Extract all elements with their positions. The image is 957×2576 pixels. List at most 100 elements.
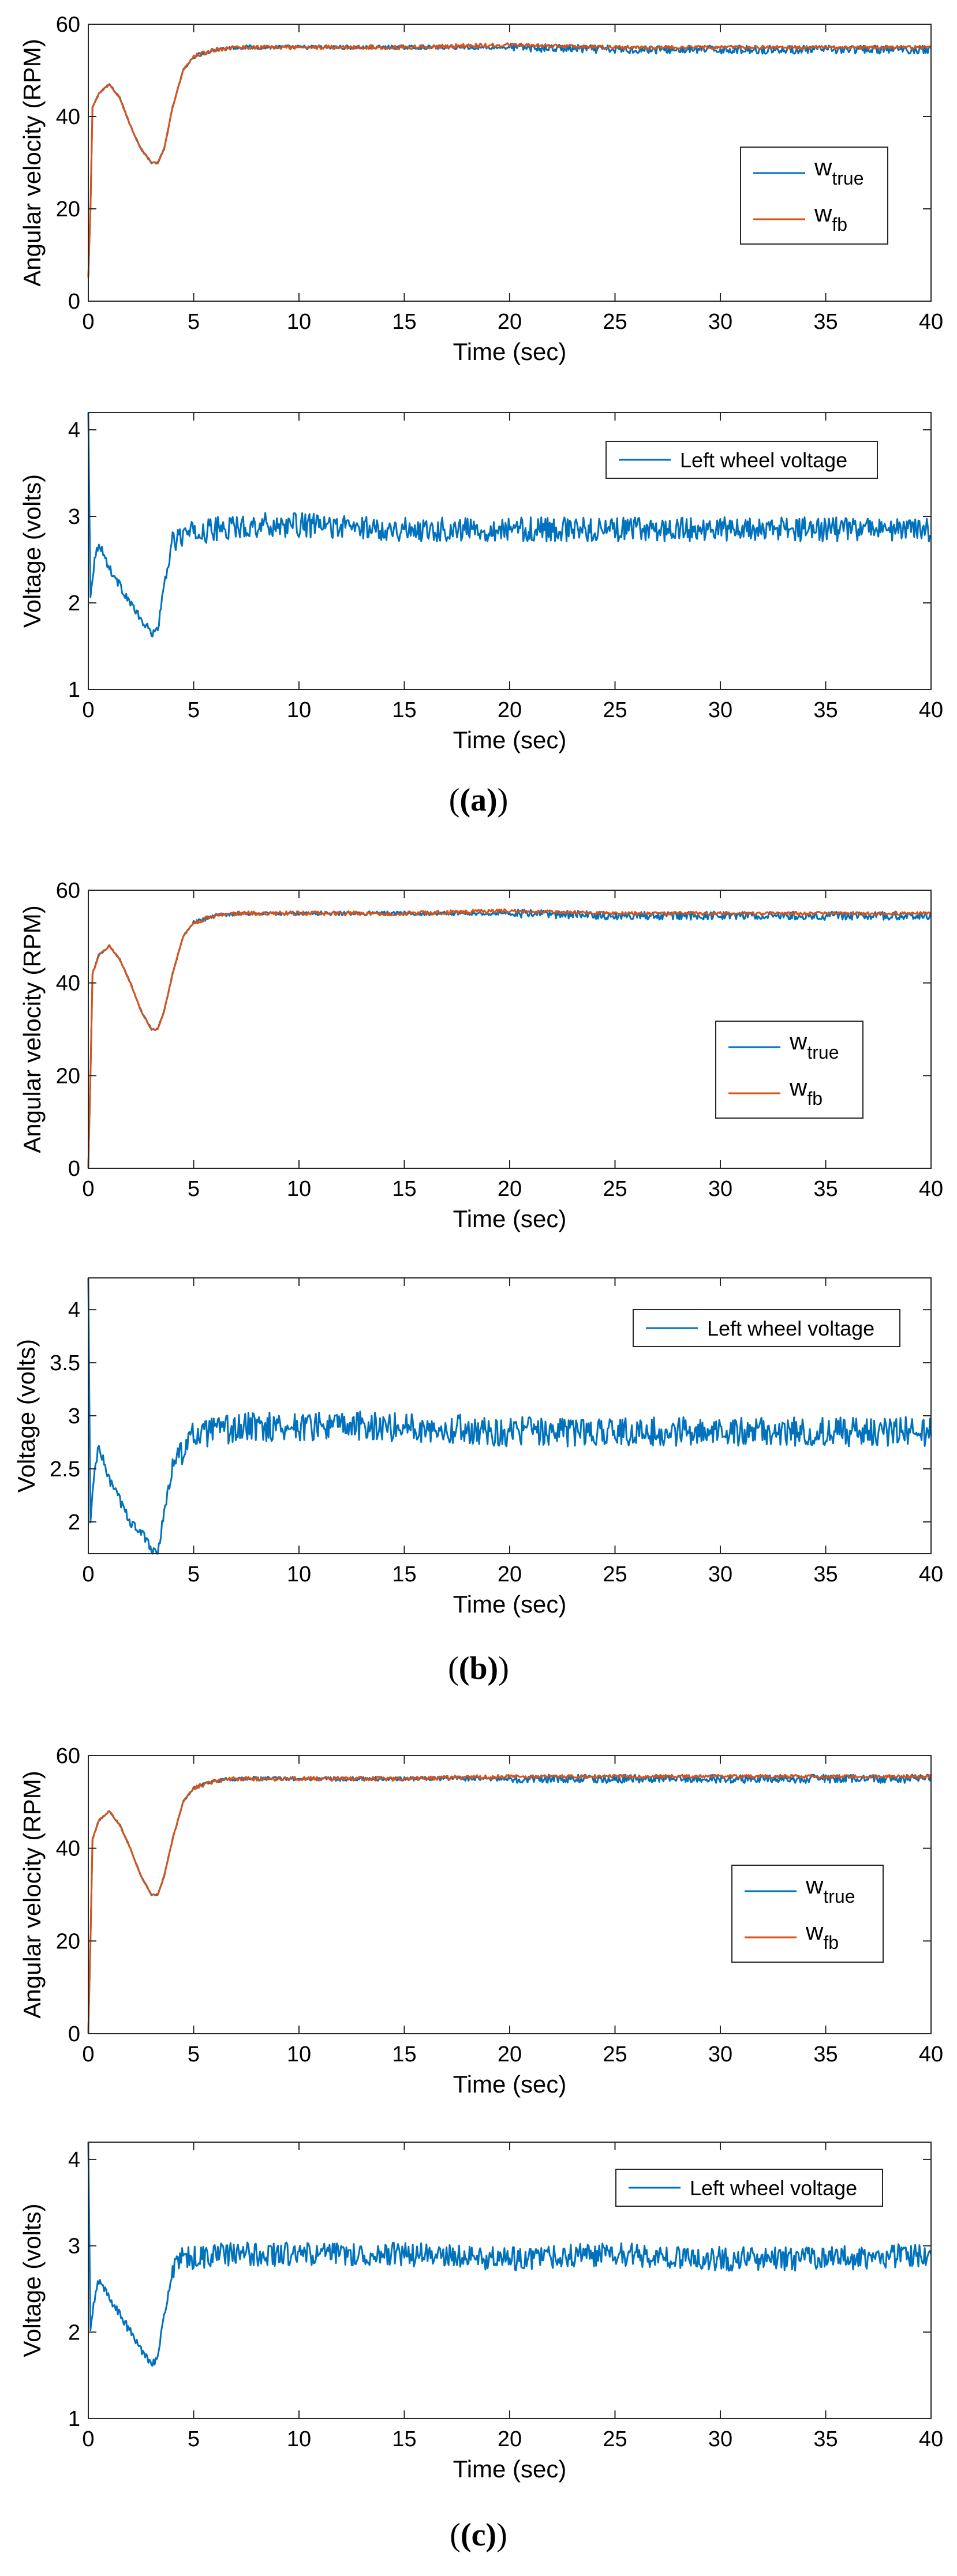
x-tick-label: 25 bbox=[603, 1562, 627, 1587]
y-tick-label: 0 bbox=[68, 290, 80, 314]
y-tick-label: 60 bbox=[56, 1744, 80, 1768]
chart-c-voltage: 0 5 10 15 20 25 30 35 40 1 2 3 4 Time (sec) Voltage (v… bbox=[18, 2142, 943, 2483]
y-tick-label: 2 bbox=[68, 591, 80, 616]
x-tick-label: 35 bbox=[813, 2042, 838, 2067]
x-tick-label: 30 bbox=[708, 1562, 732, 1587]
x-tick-label: 30 bbox=[708, 1177, 732, 1201]
chart-b-velocity: 0 5 10 15 20 25 30 35 40 0 20 40 60 Time (sec) Angular… bbox=[18, 879, 943, 1232]
x-tick-label: 40 bbox=[919, 698, 943, 722]
x-tick-label: 5 bbox=[188, 1177, 200, 1201]
x-axis-label: Time (sec) bbox=[453, 2071, 567, 2098]
legend-box bbox=[731, 1865, 884, 1963]
x-tick-label: 0 bbox=[82, 310, 94, 334]
x-tick-label: 0 bbox=[82, 1562, 94, 1587]
y-tick-label: 4 bbox=[68, 418, 80, 443]
legend-subscript: fb bbox=[832, 214, 847, 235]
y-tick-label: 20 bbox=[56, 197, 80, 222]
x-tick-label: 40 bbox=[919, 1562, 943, 1587]
x-tick-label: 20 bbox=[498, 1562, 522, 1587]
y-axis-label: Voltage (volts) bbox=[13, 1339, 40, 1493]
series-left-wheel-voltage bbox=[87, 2142, 932, 2367]
legend-label: Left wheel voltage bbox=[680, 448, 847, 472]
chart-b-voltage: 0 5 10 15 20 25 30 35 40 2 2.5 3 3.5 4 Time (sec) Volta… bbox=[13, 1277, 943, 1618]
legend-subscript: fb bbox=[807, 1088, 823, 1109]
y-axis-label: Angular velocity (RPM) bbox=[18, 1771, 46, 2018]
x-tick-label: 0 bbox=[82, 2427, 94, 2451]
caption-c: ((c)) bbox=[450, 2517, 507, 2553]
x-tick-label: 35 bbox=[813, 310, 838, 334]
legend-label: Left wheel voltage bbox=[690, 2176, 857, 2200]
x-tick-label: 5 bbox=[188, 1562, 200, 1587]
x-axis-label: Time (sec) bbox=[453, 1591, 567, 1618]
x-tick-label: 35 bbox=[813, 698, 838, 722]
x-tick-label: 35 bbox=[813, 2427, 838, 2451]
legend: Left wheel voltage bbox=[633, 1309, 900, 1347]
y-tick-label: 3 bbox=[68, 505, 80, 529]
legend-box bbox=[715, 1021, 863, 1119]
y-tick-label: 0 bbox=[68, 1157, 80, 1181]
y-axis-label: Angular velocity (RPM) bbox=[18, 905, 46, 1153]
x-tick-label: 25 bbox=[603, 2427, 627, 2451]
y-tick-label: 40 bbox=[56, 972, 80, 996]
x-tick-label: 0 bbox=[82, 698, 94, 722]
legend-subscript: true bbox=[823, 1886, 855, 1907]
x-tick-label: 20 bbox=[498, 2427, 522, 2451]
x-tick-label: 5 bbox=[188, 2427, 200, 2451]
x-tick-label: 10 bbox=[287, 310, 311, 334]
x-tick-label: 40 bbox=[919, 2042, 943, 2067]
x-tick-label: 35 bbox=[813, 1177, 838, 1201]
x-tick-label: 5 bbox=[188, 310, 200, 334]
x-tick-label: 20 bbox=[498, 698, 522, 722]
y-tick-label: 20 bbox=[56, 1929, 80, 1953]
y-tick-label: 20 bbox=[56, 1064, 80, 1088]
x-tick-label: 25 bbox=[603, 698, 627, 722]
y-tick-label: 1 bbox=[68, 2407, 80, 2431]
y-tick-label: 4 bbox=[68, 1298, 80, 1322]
x-tick-label: 15 bbox=[392, 1562, 416, 1587]
x-tick-label: 0 bbox=[82, 2042, 94, 2067]
x-tick-label: 15 bbox=[392, 2042, 416, 2067]
y-tick-label: 60 bbox=[56, 879, 80, 903]
x-tick-label: 20 bbox=[498, 2042, 522, 2067]
x-tick-label: 15 bbox=[392, 698, 416, 722]
series-w_fb bbox=[87, 1773, 932, 2034]
y-tick-label: 0 bbox=[68, 2022, 80, 2046]
x-tick-label: 10 bbox=[287, 698, 311, 722]
legend: Left wheel voltage bbox=[615, 2169, 883, 2207]
x-tick-label: 25 bbox=[603, 2042, 627, 2067]
x-tick-label: 10 bbox=[287, 1562, 311, 1587]
x-axis-label: Time (sec) bbox=[453, 726, 567, 753]
y-tick-label: 3 bbox=[68, 1404, 80, 1428]
chart-a-voltage: 0 5 10 15 20 25 30 35 40 1 2 3 4 Time (sec) Voltage (v… bbox=[18, 412, 943, 753]
series-left-wheel-voltage bbox=[87, 412, 932, 638]
y-tick-label: 3 bbox=[68, 2234, 80, 2259]
x-tick-label: 30 bbox=[708, 310, 732, 334]
y-tick-label: 40 bbox=[56, 105, 80, 129]
legend-label: Left wheel voltage bbox=[707, 1317, 874, 1340]
x-tick-label: 5 bbox=[188, 2042, 200, 2067]
x-axis-label: Time (sec) bbox=[453, 338, 567, 365]
x-tick-label: 15 bbox=[392, 2427, 416, 2451]
legend-box bbox=[740, 147, 888, 245]
x-tick-label: 20 bbox=[498, 310, 522, 334]
y-axis-label: Angular velocity (RPM) bbox=[18, 39, 46, 286]
x-tick-label: 20 bbox=[498, 1177, 522, 1201]
x-axis-label: Time (sec) bbox=[453, 2455, 567, 2483]
chart-c-velocity: 0 5 10 15 20 25 30 35 40 0 20 40 60 Time (sec) Angular… bbox=[18, 1744, 943, 2098]
x-tick-label: 40 bbox=[919, 310, 943, 334]
y-axis-label: Voltage (volts) bbox=[18, 474, 46, 628]
series-w_fb bbox=[87, 42, 932, 278]
y-tick-label: 60 bbox=[56, 13, 80, 37]
x-tick-label: 10 bbox=[287, 1177, 311, 1201]
x-tick-label: 0 bbox=[82, 1177, 94, 1201]
x-tick-label: 35 bbox=[813, 1562, 838, 1587]
legend-subscript: true bbox=[832, 168, 863, 189]
legend-subscript: true bbox=[807, 1042, 839, 1063]
y-tick-label: 40 bbox=[56, 1837, 80, 1861]
x-tick-label: 25 bbox=[603, 310, 627, 334]
y-tick-label: 4 bbox=[68, 2148, 80, 2172]
y-tick-label: 2 bbox=[68, 1510, 80, 1535]
x-tick-label: 5 bbox=[188, 698, 200, 722]
